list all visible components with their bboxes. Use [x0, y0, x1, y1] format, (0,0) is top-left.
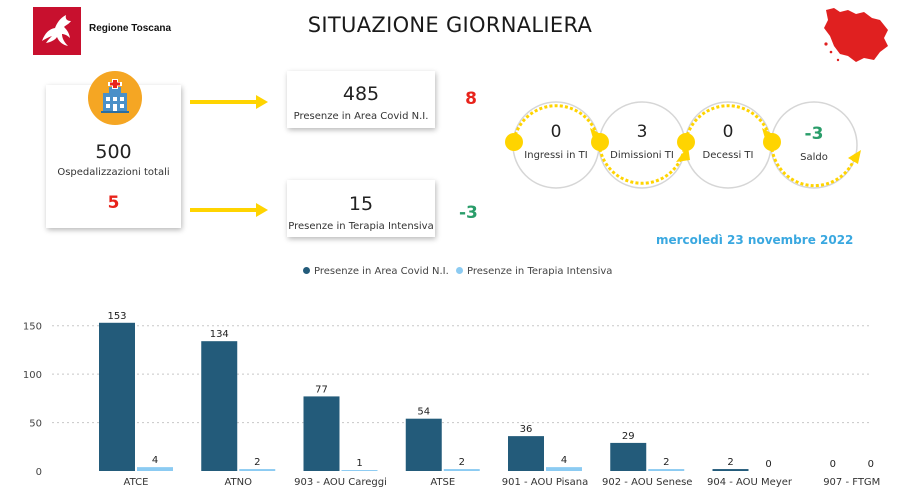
bar — [443, 469, 480, 471]
flow-label-saldo: Saldo — [800, 152, 828, 163]
y-tick-label: 50 — [29, 419, 42, 430]
y-tick-label: 100 — [23, 370, 42, 381]
y-tick-label: 0 — [36, 467, 42, 478]
area-label: Presenze in Area Covid N.I. — [293, 111, 429, 122]
data-label: 153 — [107, 311, 126, 322]
data-label: 36 — [520, 424, 533, 435]
bar — [239, 469, 276, 471]
data-label: 1 — [356, 458, 362, 469]
x-tick-label: ATSE — [430, 477, 455, 488]
x-tick-label: ATNO — [224, 477, 252, 488]
legend-item-area: Presenze in Area Covid N.I. — [303, 266, 449, 277]
total-change: 5 — [107, 193, 120, 213]
x-tick-label: 902 - AOU Senese — [602, 477, 692, 488]
ti-flow-diagram — [505, 101, 861, 189]
area-value: 485 — [342, 83, 380, 105]
bar — [508, 436, 544, 471]
flow-value-dimissioni: 3 — [636, 122, 648, 142]
bar — [137, 467, 173, 471]
x-tick-label: 907 - FTGM — [823, 477, 880, 488]
tuscany-map-icon — [824, 8, 888, 62]
ti-change: -3 — [459, 203, 478, 223]
x-tick-label: 901 - AOU Pisana — [502, 477, 588, 488]
data-label: 0 — [868, 459, 874, 470]
flow-label-ingressi: Ingressi in TI — [524, 150, 588, 161]
hospital-icon — [88, 71, 142, 125]
connector-arrows — [190, 95, 268, 217]
legend-item-ti: Presenze in Terapia Intensiva — [455, 266, 613, 277]
flow-label-decessi: Decessi TI — [702, 150, 754, 161]
legend-dot-area — [303, 267, 310, 274]
data-label: 4 — [152, 455, 158, 466]
page-title: SITUAZIONE GIORNALIERA — [307, 13, 593, 37]
flow-value-ingressi: 0 — [550, 122, 562, 142]
data-label: 4 — [561, 455, 567, 466]
data-label: 134 — [210, 329, 229, 340]
report-date: mercoledì 23 novembre 2022 — [656, 233, 854, 247]
chart-legend: Presenze in Area Covid N.I. Presenze in … — [303, 266, 616, 277]
bar — [648, 469, 685, 471]
data-label: 2 — [727, 457, 733, 468]
ti-value: 15 — [348, 193, 374, 215]
flow-value-decessi: 0 — [722, 122, 734, 142]
pegasus-logo-icon — [42, 15, 71, 46]
data-label: 54 — [417, 407, 430, 418]
bar — [405, 418, 442, 471]
data-label: 29 — [622, 431, 635, 442]
data-label: 0 — [765, 459, 771, 470]
x-tick-label: ATCE — [124, 477, 149, 488]
legend-label-area: Presenze in Area Covid N.I. — [314, 266, 449, 277]
flow-value-saldo: -3 — [804, 124, 824, 144]
data-label: 2 — [254, 457, 260, 468]
bar — [546, 467, 582, 471]
legend-dot-ti — [455, 267, 463, 274]
regione-toscana-logo — [33, 7, 81, 55]
area-change: 8 — [465, 89, 477, 109]
y-tick-label: 150 — [23, 322, 42, 333]
bar — [201, 341, 238, 471]
intensive-care-card — [287, 180, 435, 237]
bar — [610, 442, 647, 471]
bar — [303, 396, 340, 471]
total-value: 500 — [95, 141, 132, 163]
total-label: Ospedalizzazioni totali — [57, 167, 170, 178]
bar — [341, 470, 378, 471]
legend-label-ti: Presenze in Terapia Intensiva — [466, 266, 613, 277]
bar — [99, 322, 135, 471]
data-label: 0 — [830, 459, 836, 470]
data-label: 77 — [315, 384, 328, 395]
bar — [712, 469, 749, 471]
ti-label: Presenze in Terapia Intensiva — [288, 221, 434, 232]
x-tick-label: 903 - AOU Careggi — [294, 477, 387, 488]
x-tick-label: 904 - AOU Meyer — [707, 477, 793, 488]
flow-label-dimissioni: Dimissioni TI — [610, 150, 674, 161]
data-label: 2 — [459, 457, 465, 468]
data-label: 2 — [663, 457, 669, 468]
area-covid-card — [287, 71, 435, 128]
brand-name: Regione Toscana — [89, 23, 172, 34]
